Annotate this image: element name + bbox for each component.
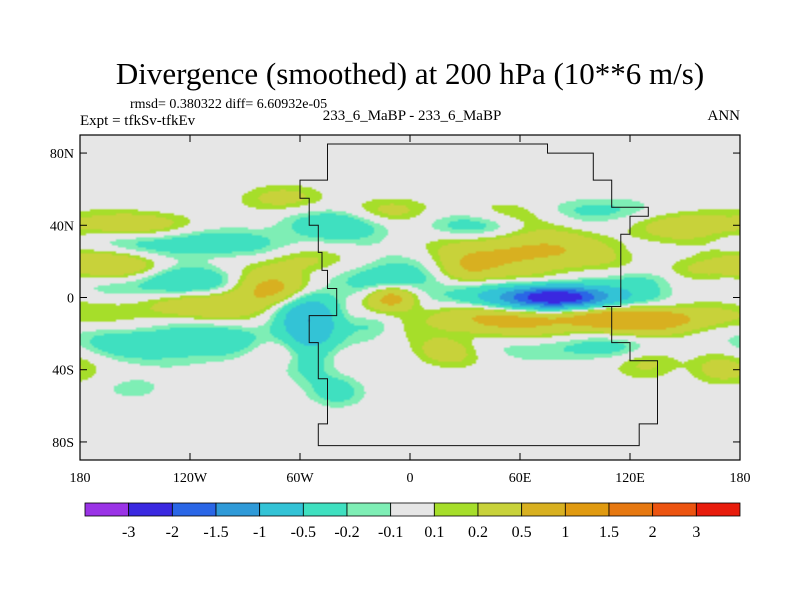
colorbar-swatch <box>390 502 435 517</box>
colorbar-label: 0.1 <box>424 524 444 541</box>
x-tick-label: 180 <box>730 471 751 486</box>
map-panel: 180 120W 60W 0 60E 120E 180 80N 40N 0 40S 80S <box>50 134 751 486</box>
colorbar-swatch <box>215 502 261 517</box>
colorbar-swatch <box>302 502 348 517</box>
colorbar-swatch <box>608 502 654 517</box>
colorbar-label: 2 <box>649 524 657 541</box>
y-axis: 80N 40N 0 40S 80S <box>50 147 740 451</box>
y-tick-label: 40N <box>50 219 74 234</box>
y-tick-label: 80S <box>52 436 74 451</box>
x-axis: 180 120W 60W 0 60E 120E 180 <box>70 135 751 486</box>
colorbar-label: -0.1 <box>378 524 403 541</box>
colorbar-swatch <box>433 502 479 517</box>
colorbar-label: 0.2 <box>468 524 488 541</box>
x-tick-label: 180 <box>70 471 91 486</box>
y-tick-label: 40S <box>52 364 74 379</box>
continent-outline <box>299 143 658 447</box>
x-tick-label: 120E <box>615 471 645 486</box>
colorbar-swatch <box>171 502 217 517</box>
colorbar-label: 1.5 <box>599 524 619 541</box>
y-tick-label: 0 <box>67 292 74 307</box>
colorbar-swatch <box>259 502 304 517</box>
colorbar-label: -1 <box>253 524 266 541</box>
colorbar-swatch <box>695 502 741 517</box>
colorbar-label: -2 <box>166 524 179 541</box>
colorbar-label: -0.5 <box>291 524 316 541</box>
colorbar-swatch <box>477 502 523 517</box>
divergence-field <box>80 135 740 460</box>
x-tick-label: 60W <box>286 471 314 486</box>
chart-title: Divergence (smoothed) at 200 hPa (10**6 … <box>116 56 704 91</box>
x-tick-label: 60E <box>509 471 532 486</box>
colorbar-swatch <box>84 502 130 517</box>
colorbar-label: 3 <box>692 524 700 541</box>
season-label: ANN <box>708 108 741 124</box>
colorbar-swatch <box>521 502 566 517</box>
colorbar-label: -1.5 <box>203 524 228 541</box>
colorbar-swatch <box>652 502 697 517</box>
experiment-label: Expt = tfkSv-tfkEv <box>80 113 196 129</box>
colorbar-swatch <box>564 502 610 517</box>
case-label: 233_6_MaBP - 233_6_MaBP <box>323 108 502 124</box>
colorbar-label: -0.2 <box>334 524 359 541</box>
x-tick-label: 0 <box>407 471 414 486</box>
stats-label: rmsd= 0.380322 diff= 6.60932e-05 <box>130 97 327 112</box>
colorbar-label: 1 <box>561 524 569 541</box>
y-tick-label: 80N <box>50 147 74 162</box>
colorbar-label: -3 <box>122 524 135 541</box>
colorbar-swatch <box>128 502 173 517</box>
colorbar-swatch <box>346 502 392 517</box>
colorbar-label: 0.5 <box>512 524 532 541</box>
colorbar: -3 -2 -1.5 -1 -0.5 -0.2 -0.1 0.1 0.2 0.5 1 1.5 2 3 <box>84 502 741 541</box>
x-tick-label: 120W <box>173 471 208 486</box>
